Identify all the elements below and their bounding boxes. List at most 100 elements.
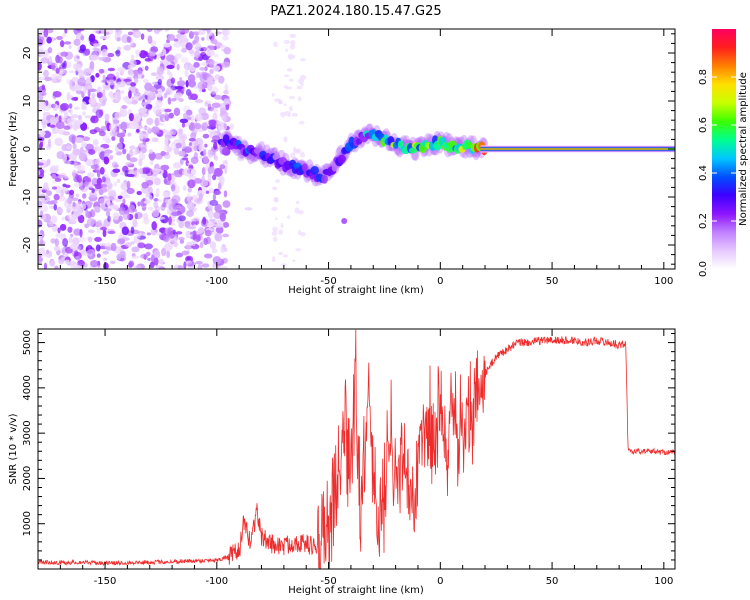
noise-blob — [181, 56, 189, 64]
noise-blob — [127, 31, 134, 36]
noise-blob — [75, 89, 83, 95]
noise-blob — [209, 68, 214, 75]
noise-blob — [55, 120, 65, 130]
noise-blob — [116, 253, 122, 261]
noise-blob — [81, 136, 91, 141]
noise-blob — [68, 235, 73, 244]
noise-blob — [198, 107, 207, 116]
noise-blob — [186, 210, 195, 217]
noise-blob — [283, 136, 288, 143]
track-blob — [301, 163, 308, 173]
noise-blob — [77, 174, 83, 183]
noise-blob — [289, 152, 296, 159]
noise-blob — [78, 69, 85, 79]
noise-blob — [73, 106, 80, 111]
noise-blob — [63, 69, 68, 75]
noise-blob — [90, 115, 99, 124]
noise-blob — [58, 115, 62, 123]
noise-blob — [212, 248, 218, 254]
noise-blob — [77, 77, 86, 87]
noise-blob — [107, 67, 116, 72]
colorbar-tick-label: 0.2 — [698, 213, 709, 229]
noise-blob — [130, 82, 137, 87]
noise-blob — [159, 227, 167, 234]
noise-blob — [75, 255, 81, 261]
noise-blob — [139, 152, 146, 161]
noise-blob — [212, 255, 222, 265]
noise-blob — [117, 195, 123, 200]
noise-blob — [284, 110, 291, 117]
noise-blob — [38, 232, 43, 240]
noise-blob — [121, 226, 130, 236]
track-blob — [310, 165, 319, 176]
noise-blob — [129, 145, 136, 150]
noise-blob — [170, 77, 176, 84]
noise-blob — [126, 173, 135, 178]
noise-blob — [126, 187, 135, 195]
noise-blob — [60, 189, 64, 198]
noise-blob — [137, 201, 141, 207]
noise-blob — [173, 242, 178, 248]
noise-blob — [123, 78, 132, 82]
noise-blob — [89, 209, 96, 218]
noise-blob — [124, 162, 134, 166]
noise-blob — [194, 42, 202, 51]
colorbar-label: Normalized spectral amplitude — [738, 72, 749, 226]
noise-blob — [94, 236, 102, 243]
snr-x-tick-label: -100 — [205, 576, 228, 587]
noise-blob — [194, 99, 204, 104]
noise-blob — [167, 227, 174, 236]
noise-blob — [46, 201, 56, 205]
noise-blob — [188, 49, 195, 55]
noise-blob — [166, 70, 171, 76]
noise-blob — [102, 250, 109, 255]
noise-blob — [191, 242, 196, 247]
noise-blob — [201, 263, 210, 268]
noise-blob — [178, 128, 184, 135]
noise-blob — [88, 148, 96, 155]
noise-blob — [206, 29, 211, 34]
noise-blob — [59, 223, 67, 231]
noise-blob — [138, 158, 143, 167]
noise-blob — [156, 66, 164, 71]
noise-blob — [217, 123, 221, 131]
noise-blob — [209, 241, 217, 250]
noise-blob — [192, 233, 201, 243]
noise-blob — [89, 260, 99, 268]
noise-blob — [93, 29, 100, 34]
noise-blob — [144, 82, 153, 91]
noise-blob — [111, 136, 116, 141]
noise-blob — [92, 138, 99, 146]
noise-blob — [61, 247, 66, 255]
noise-blob — [181, 122, 186, 128]
noise-blob — [204, 101, 209, 107]
noise-blob — [187, 74, 196, 83]
noise-blob — [124, 242, 132, 248]
noise-blob — [104, 242, 112, 251]
noise-blob — [164, 108, 172, 113]
noise-blob — [93, 206, 101, 213]
noise-blob — [187, 91, 193, 101]
noise-blob — [104, 113, 110, 121]
spectrogram-y-tick-label: 20 — [22, 47, 33, 60]
noise-blob — [188, 137, 196, 142]
noise-blob — [169, 128, 177, 136]
noise-blob — [95, 244, 101, 252]
noise-blob — [38, 170, 41, 176]
noise-blob — [134, 211, 143, 220]
noise-blob — [132, 29, 139, 32]
noise-blob — [184, 145, 192, 154]
spectrogram-x-tick-label: 0 — [437, 276, 443, 287]
colorbar-tick-label: 0.8 — [698, 69, 709, 85]
noise-blob — [102, 135, 110, 142]
noise-blob — [218, 75, 225, 84]
noise-blob — [195, 71, 201, 79]
noise-blob — [57, 56, 63, 64]
noise-blob — [101, 79, 108, 84]
snr-x-axis-label: Height of straight line (km) — [288, 585, 424, 596]
noise-blob — [39, 210, 44, 219]
noise-blob — [139, 253, 149, 259]
noise-blob — [108, 189, 117, 198]
snr-panel: -150 -100 -50 0 50 100 1000 2000 3000 4000 5000 He… — [8, 328, 676, 596]
